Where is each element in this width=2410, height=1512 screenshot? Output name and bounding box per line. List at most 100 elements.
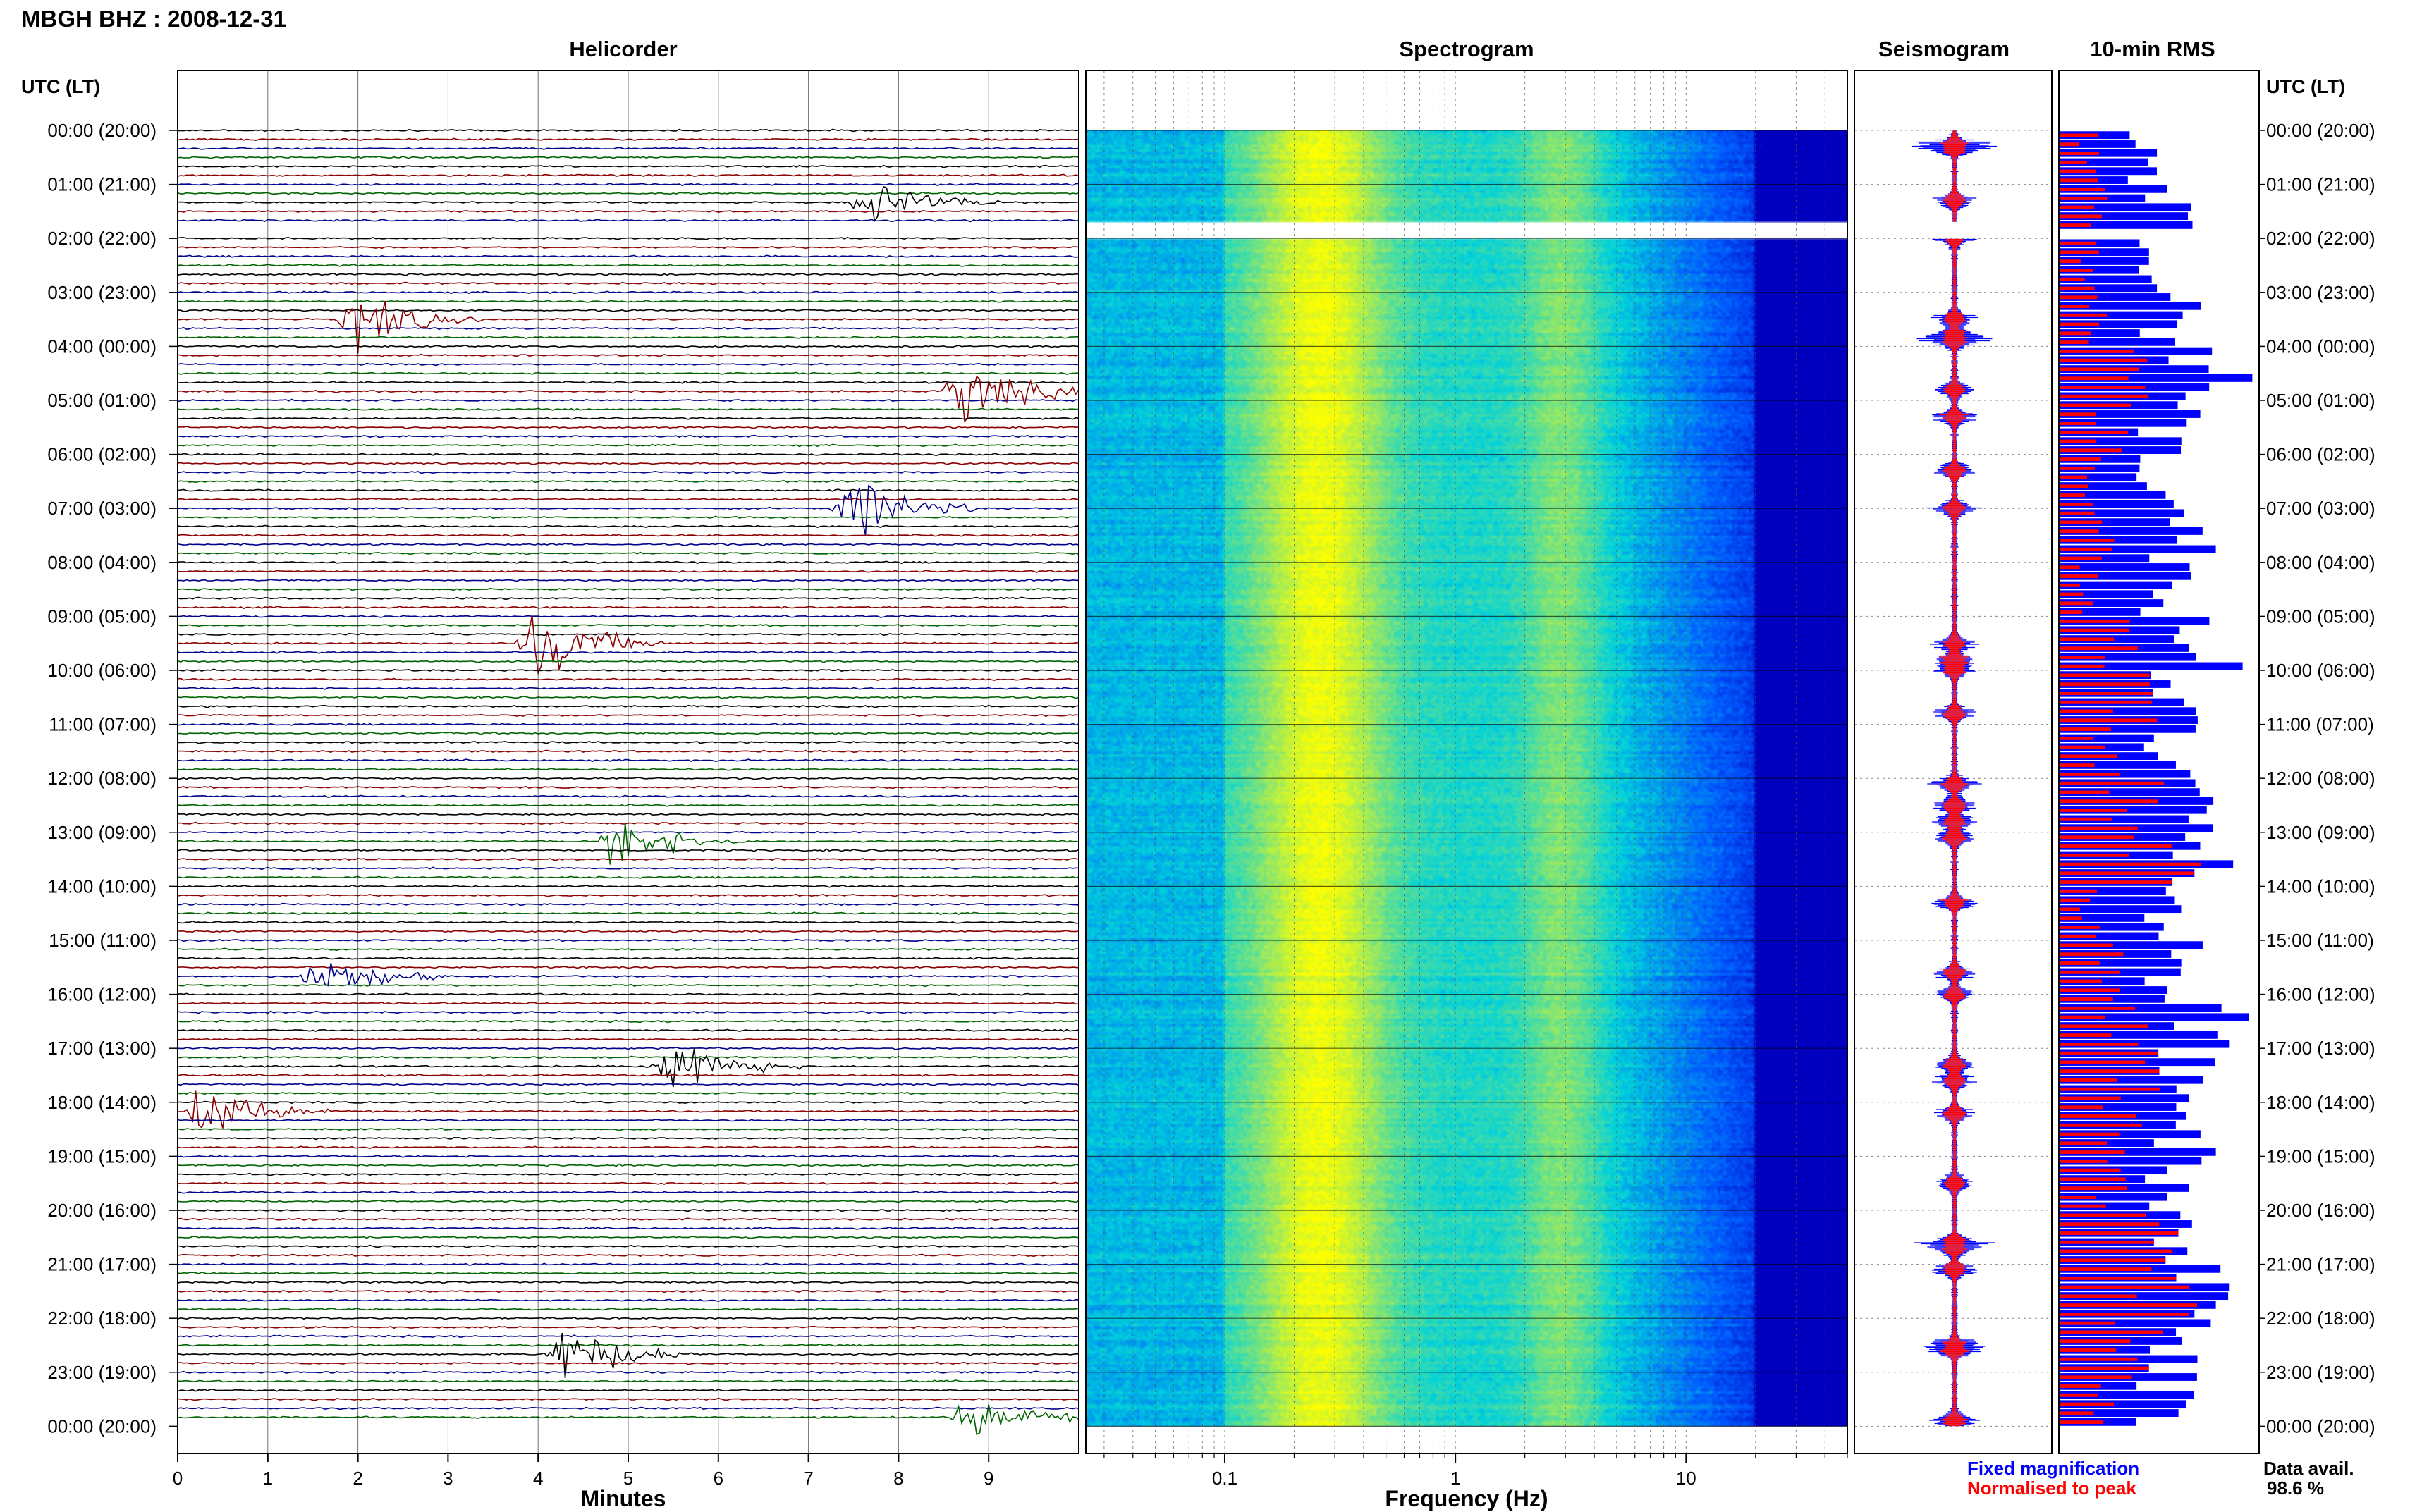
rms-bar-fixed [2059,806,2207,814]
rms-bar-normalised [2059,934,2096,938]
rms-bar-fixed [2059,1031,2218,1039]
time-label-left: 18:00 (14:00) [47,1092,157,1113]
rms-bar-normalised [2059,160,2087,164]
rms-bar-normalised [2059,214,2102,219]
rms-bar-normalised [2059,295,2098,300]
time-label-left: 14:00 (10:00) [47,875,157,897]
rms-bar-fixed [2059,239,2140,247]
rms-bar-normalised [2059,592,2084,596]
rms-bar-normalised [2059,682,2150,687]
rms-bar-fixed [2059,203,2191,211]
time-label-right: 00:00 (20:00) [2266,120,2375,141]
rms-bar-fixed [2059,1292,2229,1301]
rms-bar-normalised [2059,799,2158,804]
rms-bar-normalised [2059,1294,2137,1298]
page-title: MBGH BHZ : 2008-12-31 [21,6,286,32]
time-label-right: 21:00 (17:00) [2266,1254,2375,1275]
rms-bar-fixed [2059,590,2153,598]
rms-bar-normalised [2059,1132,2120,1136]
rms-bar-normalised [2059,1339,2131,1344]
rms-bar-normalised [2059,1168,2121,1172]
rms-bar-normalised [2059,1258,2166,1262]
rms-bar-normalised [2059,700,2153,704]
rms-bar-normalised [2059,133,2098,137]
rms-bar-normalised [2059,817,2112,821]
legend-normalised-to-peak: Normalised to peak [1967,1477,2136,1499]
helicorder-x-tick-label: 6 [714,1468,723,1489]
rms-bar-normalised [2059,1069,2160,1074]
rms-bar-normalised [2059,1042,2139,1046]
rms-bar-normalised [2059,385,2146,389]
rms-bar-normalised [2059,1195,2096,1199]
rms-bar-fixed [2059,959,2182,967]
rms-bar-normalised [2059,1204,2107,1208]
rms-bar-normalised [2059,529,2099,534]
rms-bar-fixed [2059,491,2166,499]
rms-bar-normalised [2059,484,2088,488]
time-label-left: 15:00 (11:00) [49,930,157,951]
spectrogram-x-label: Frequency (Hz) [1385,1486,1548,1511]
rms-bar-normalised [2059,1312,2189,1316]
time-label-left: 03:00 (23:00) [47,282,157,303]
time-label-left: 04:00 (00:00) [47,336,157,357]
time-label-left: 09:00 (05:00) [47,606,157,627]
rms-bar-normalised [2059,1078,2117,1082]
rms-bar-fixed [2059,545,2216,553]
time-label-right: 15:00 (11:00) [2266,930,2374,951]
legend-fixed-magnification: Fixed magnification [1967,1458,2140,1479]
rms-bar-fixed [2059,275,2152,283]
rms-bar-fixed [2059,725,2196,733]
time-label-right: 12:00 (08:00) [2266,768,2375,789]
rms-bar-normalised [2059,313,2108,317]
time-label-left: 21:00 (17:00) [47,1254,157,1275]
rms-bar-normalised [2059,502,2093,506]
rms-bar-fixed [2059,932,2159,940]
helicorder-x-tick-label: 9 [984,1468,993,1489]
rms-bar-fixed [2059,770,2191,778]
time-label-left: 08:00 (04:00) [47,552,157,573]
rms-bar-normalised [2059,916,2082,921]
time-label-left: 00:00 (20:00) [47,120,157,141]
rms-bar-fixed [2059,914,2145,922]
rms-title: 10-min RMS [2090,37,2215,61]
spectrogram-frame [1085,70,1848,1454]
rms-bar-normalised [2059,745,2105,749]
rms-bar-normalised [2059,520,2103,524]
rms-bar-normalised [2059,1267,2152,1272]
rms-bar-normalised [2059,979,2102,983]
rms-bar-fixed [2059,887,2166,895]
rms-bar-fixed [2059,581,2172,589]
rms-bar-normalised [2059,188,2105,192]
rms-bar-normalised [2059,809,2127,812]
rms-bar-normalised [2059,223,2091,228]
time-label-right: 19:00 (15:00) [2266,1145,2375,1167]
rms-bar-normalised [2059,1384,2101,1388]
time-label-left: 17:00 (13:00) [47,1038,157,1059]
rms-bar-normalised [2059,1285,2189,1289]
rms-bar-normalised [2059,952,2124,957]
rms-bar-normalised [2059,1159,2108,1163]
spectrogram-x-tick-label: 1 [1450,1468,1460,1489]
rms-bar-normalised [2059,1222,2160,1227]
utc-header-right: UTC (LT) [2266,76,2345,97]
time-label-left: 06:00 (02:00) [47,444,157,465]
rms-bar-fixed [2059,653,2196,661]
rms-bar-normalised [2059,1420,2104,1425]
rms-bar-normalised [2059,718,2158,723]
spectrogram-title: Spectrogram [1399,37,1534,61]
rms-bar-fixed [2059,905,2182,914]
rms-bar-fixed [2059,1400,2186,1408]
rms-bar-normalised [2059,394,2149,398]
data-avail-value: 98.6 % [2267,1477,2324,1499]
rms-bar-normalised [2059,619,2130,623]
rms-bar-fixed [2059,437,2182,445]
data-avail-label: Data avail. [2263,1458,2354,1479]
rms-bar-normalised [2059,664,2105,668]
rms-bar-normalised [2059,367,2139,371]
rms-bar-normalised [2059,1411,2094,1415]
rms-bar-fixed [2059,347,2213,355]
rms-bar-normalised [2059,1186,2127,1191]
time-label-left: 01:00 (21:00) [47,174,157,195]
rms-bar-normalised [2059,772,2120,776]
time-label-right: 10:00 (06:00) [2266,660,2375,681]
